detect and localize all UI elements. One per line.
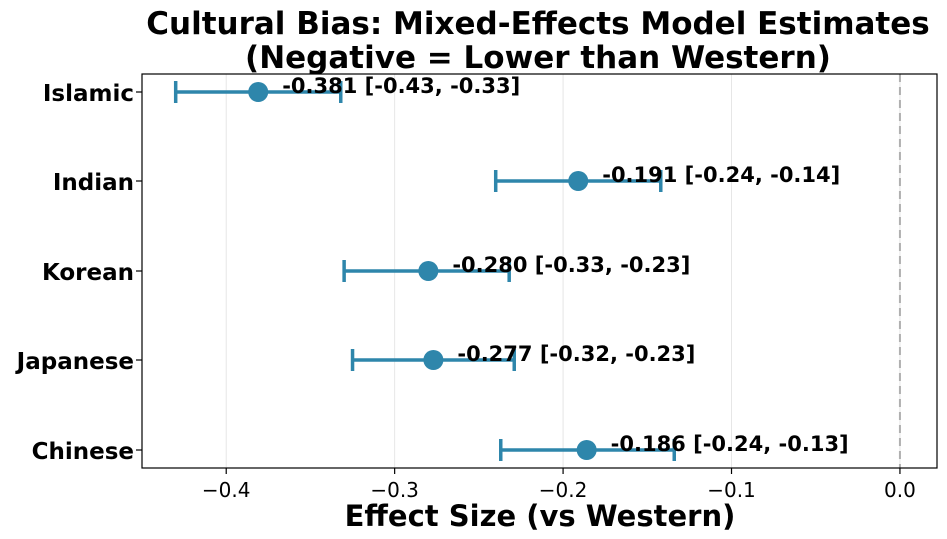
estimate-point	[576, 440, 597, 460]
x-tick-label: −0.2	[539, 478, 588, 502]
x-tick-label: −0.4	[202, 478, 251, 502]
x-tick-label: −0.3	[370, 478, 419, 502]
estimate-point	[423, 350, 444, 370]
x-tick-label: 0.0	[884, 478, 916, 502]
data-label: -0.191 [-0.24, -0.14]	[602, 163, 840, 187]
y-tick-label: Japanese	[15, 349, 134, 375]
estimate-point	[568, 171, 589, 191]
y-tick-label: Indian	[53, 170, 134, 196]
x-axis-label: Effect Size (vs Western)	[345, 499, 736, 533]
chart-title-line-2: (Negative = Lower than Western)	[245, 40, 831, 76]
data-marks: -0.381 [-0.43, -0.33] -0.191 [-0.24, -0.1…	[173, 74, 849, 461]
x-axis: −0.4 −0.3 −0.2 −0.1 0.0	[202, 468, 916, 502]
estimate-point	[248, 82, 269, 102]
y-tick-label: Islamic	[43, 81, 134, 107]
data-label: -0.280 [-0.33, -0.23]	[452, 253, 690, 277]
y-tick-label: Chinese	[32, 439, 134, 465]
data-label: -0.277 [-0.32, -0.23]	[457, 342, 695, 366]
y-axis: Islamic Indian Korean Japanese Chinese	[15, 81, 142, 465]
chart-title-line-1: Cultural Bias: Mixed-Effects Model Estim…	[146, 6, 929, 42]
y-tick-label: Korean	[42, 260, 134, 286]
estimate-point	[418, 261, 439, 281]
data-label: -0.381 [-0.43, -0.33]	[282, 74, 520, 98]
x-tick-label: −0.1	[707, 478, 756, 502]
data-label: -0.186 [-0.24, -0.13]	[611, 432, 849, 456]
